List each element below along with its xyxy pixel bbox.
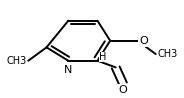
Text: CH3: CH3 bbox=[158, 49, 178, 59]
Text: CH3: CH3 bbox=[6, 56, 26, 66]
Text: O: O bbox=[118, 85, 127, 95]
Text: N: N bbox=[64, 65, 72, 75]
Text: O: O bbox=[139, 36, 148, 46]
Text: H: H bbox=[99, 52, 107, 62]
